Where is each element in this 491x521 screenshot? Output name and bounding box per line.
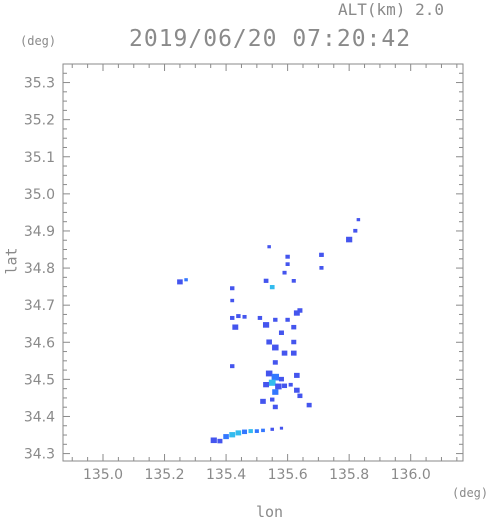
echo-point xyxy=(279,426,284,430)
echo-point xyxy=(272,344,279,351)
echo-point xyxy=(270,427,274,431)
echo-point xyxy=(230,298,235,303)
y-tick-label: 35.1 xyxy=(24,150,55,166)
x-tick-label: 135.0 xyxy=(83,467,123,483)
y-tick-label: 34.4 xyxy=(24,409,55,425)
echo-point xyxy=(269,285,275,290)
echo-point xyxy=(217,438,223,444)
x-tick-label: 135.4 xyxy=(206,467,246,483)
echo-point xyxy=(229,432,236,438)
echo-point xyxy=(223,434,229,440)
echo-point xyxy=(266,339,272,345)
echo-point xyxy=(260,398,266,404)
echo-point xyxy=(268,379,276,386)
data-points xyxy=(177,218,361,444)
echo-point xyxy=(257,315,263,320)
echo-point xyxy=(232,324,239,330)
plot-frame xyxy=(62,63,464,462)
altitude-label: ALT(km) 2.0 xyxy=(338,0,444,19)
echo-point xyxy=(282,270,287,275)
echo-point xyxy=(294,387,300,393)
echo-point xyxy=(291,279,296,283)
x-axis-unit: (deg) xyxy=(452,486,489,500)
echo-point xyxy=(262,322,270,328)
echo-point xyxy=(263,278,269,283)
x-axis-label: lon xyxy=(256,503,284,521)
echo-point xyxy=(263,381,270,388)
echo-point xyxy=(273,317,278,322)
echo-point xyxy=(285,254,290,259)
x-tick-label: 136.0 xyxy=(391,467,431,483)
echo-point xyxy=(265,370,273,377)
y-tick-label: 35.0 xyxy=(24,187,55,203)
echo-point xyxy=(184,278,188,282)
y-tick-label: 35.3 xyxy=(24,76,55,92)
axis-ticks: 135.0 135.2 135.4 135.6 135.8 136.0 34.3 34.4 34… xyxy=(24,63,463,483)
echo-point xyxy=(275,383,282,390)
echo-point xyxy=(353,228,358,233)
echo-point xyxy=(346,236,353,243)
echo-point xyxy=(297,393,303,399)
echo-point xyxy=(272,360,278,365)
echo-point xyxy=(270,397,275,402)
x-tick-label: 135.8 xyxy=(329,467,369,483)
echo-point xyxy=(242,314,247,319)
echo-point xyxy=(271,373,280,381)
echo-point xyxy=(288,382,293,387)
echo-point xyxy=(290,350,297,356)
echo-point xyxy=(235,430,242,436)
echo-point xyxy=(282,383,288,389)
echo-point xyxy=(294,372,300,378)
echo-point xyxy=(278,376,284,382)
echo-point xyxy=(319,252,324,257)
echo-point xyxy=(248,429,253,434)
echo-point xyxy=(272,404,278,410)
y-tick-label: 34.9 xyxy=(24,224,55,240)
y-tick-label: 35.2 xyxy=(24,113,55,129)
echo-point xyxy=(281,350,288,356)
echo-point xyxy=(291,324,297,330)
echo-point xyxy=(285,317,290,322)
timestamp-title: 2019/06/20 07:20:42 xyxy=(129,26,412,52)
echo-point xyxy=(306,402,312,408)
echo-point xyxy=(230,286,235,291)
echo-point xyxy=(297,308,303,313)
echo-point xyxy=(285,262,290,266)
echo-point xyxy=(267,245,271,249)
echo-point xyxy=(356,218,361,222)
x-tick-label: 135.6 xyxy=(268,467,308,483)
echo-point xyxy=(319,266,324,270)
echo-point xyxy=(210,437,217,444)
y-tick-label: 34.8 xyxy=(24,261,55,277)
y-tick-label: 34.3 xyxy=(24,447,55,463)
echo-point xyxy=(242,429,248,435)
echo-point xyxy=(272,389,279,395)
echo-point xyxy=(293,310,300,316)
echo-point xyxy=(177,279,183,285)
y-tick-label: 34.5 xyxy=(24,372,55,388)
y-axis-unit: (deg) xyxy=(20,34,57,48)
echo-point xyxy=(291,339,297,345)
y-tick-label: 34.6 xyxy=(24,335,55,351)
x-tick-label: 135.2 xyxy=(144,467,184,483)
echo-point xyxy=(230,315,235,320)
echo-point xyxy=(230,364,235,369)
echo-point xyxy=(236,314,241,319)
echo-point xyxy=(278,330,284,335)
echo-point xyxy=(261,428,265,433)
echo-point xyxy=(254,429,259,433)
y-tick-label: 34.7 xyxy=(24,298,55,314)
